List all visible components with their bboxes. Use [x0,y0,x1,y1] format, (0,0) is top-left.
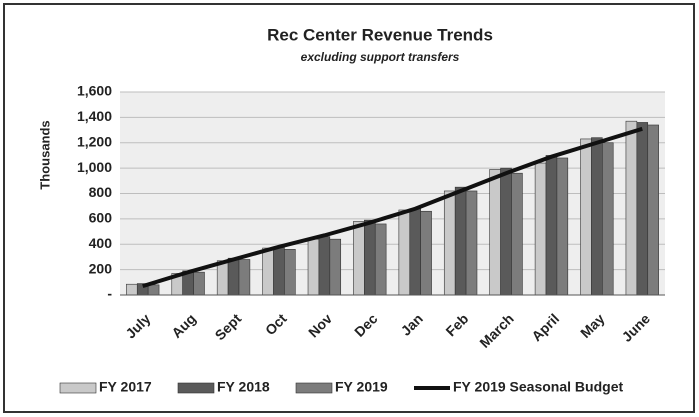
legend-swatch [177,382,215,394]
bar [284,249,296,296]
bar [500,167,512,296]
bar [126,283,138,296]
bar [273,246,285,296]
bar [580,138,592,296]
bar [216,260,229,296]
y-tick-label: 800 [89,184,113,200]
bar [602,142,614,296]
bar [193,271,205,296]
legend-label: FY 2017 [99,379,152,395]
bar [409,208,421,296]
bar [364,219,376,296]
y-tick-label: 1,200 [77,133,112,149]
bar [262,247,274,296]
legend-swatch [59,382,97,394]
chart-subtitle: excluding support transfers [301,50,460,64]
bar [489,169,501,296]
line [142,126,643,289]
y-tick-label: 1,400 [77,108,112,124]
legend-label: FY 2018 [217,379,270,395]
bar [647,124,659,296]
bar [307,238,320,296]
bar [465,190,478,296]
legend-swatch [295,382,333,394]
bar [511,172,523,296]
bar [545,155,558,296]
y-tick-label: 1,000 [77,159,112,175]
legend-label: FY 2019 Seasonal Budget [453,379,623,395]
y-tick-label: 600 [89,210,113,226]
bar [318,236,331,296]
bar [591,137,603,296]
bar [147,284,160,296]
bar [443,190,456,296]
bar [636,122,649,296]
y-tick-label: - [107,286,112,302]
y-tick-label: 200 [89,260,113,276]
bar [227,257,240,296]
bar [329,238,342,296]
bar [454,186,467,296]
y-tick-label: 400 [89,235,113,251]
y-axis-title: Thousands [37,120,52,189]
bar [374,223,387,296]
chart-title: Rec Center Revenue Trends [267,25,493,44]
bar [420,210,432,296]
bar [534,162,547,296]
bar [353,221,365,296]
bar [238,259,251,296]
y-tick-label: 1,600 [77,83,112,99]
bar [398,209,411,296]
legend-label: FY 2019 [335,379,388,395]
bar [556,157,569,296]
bar [625,120,638,296]
